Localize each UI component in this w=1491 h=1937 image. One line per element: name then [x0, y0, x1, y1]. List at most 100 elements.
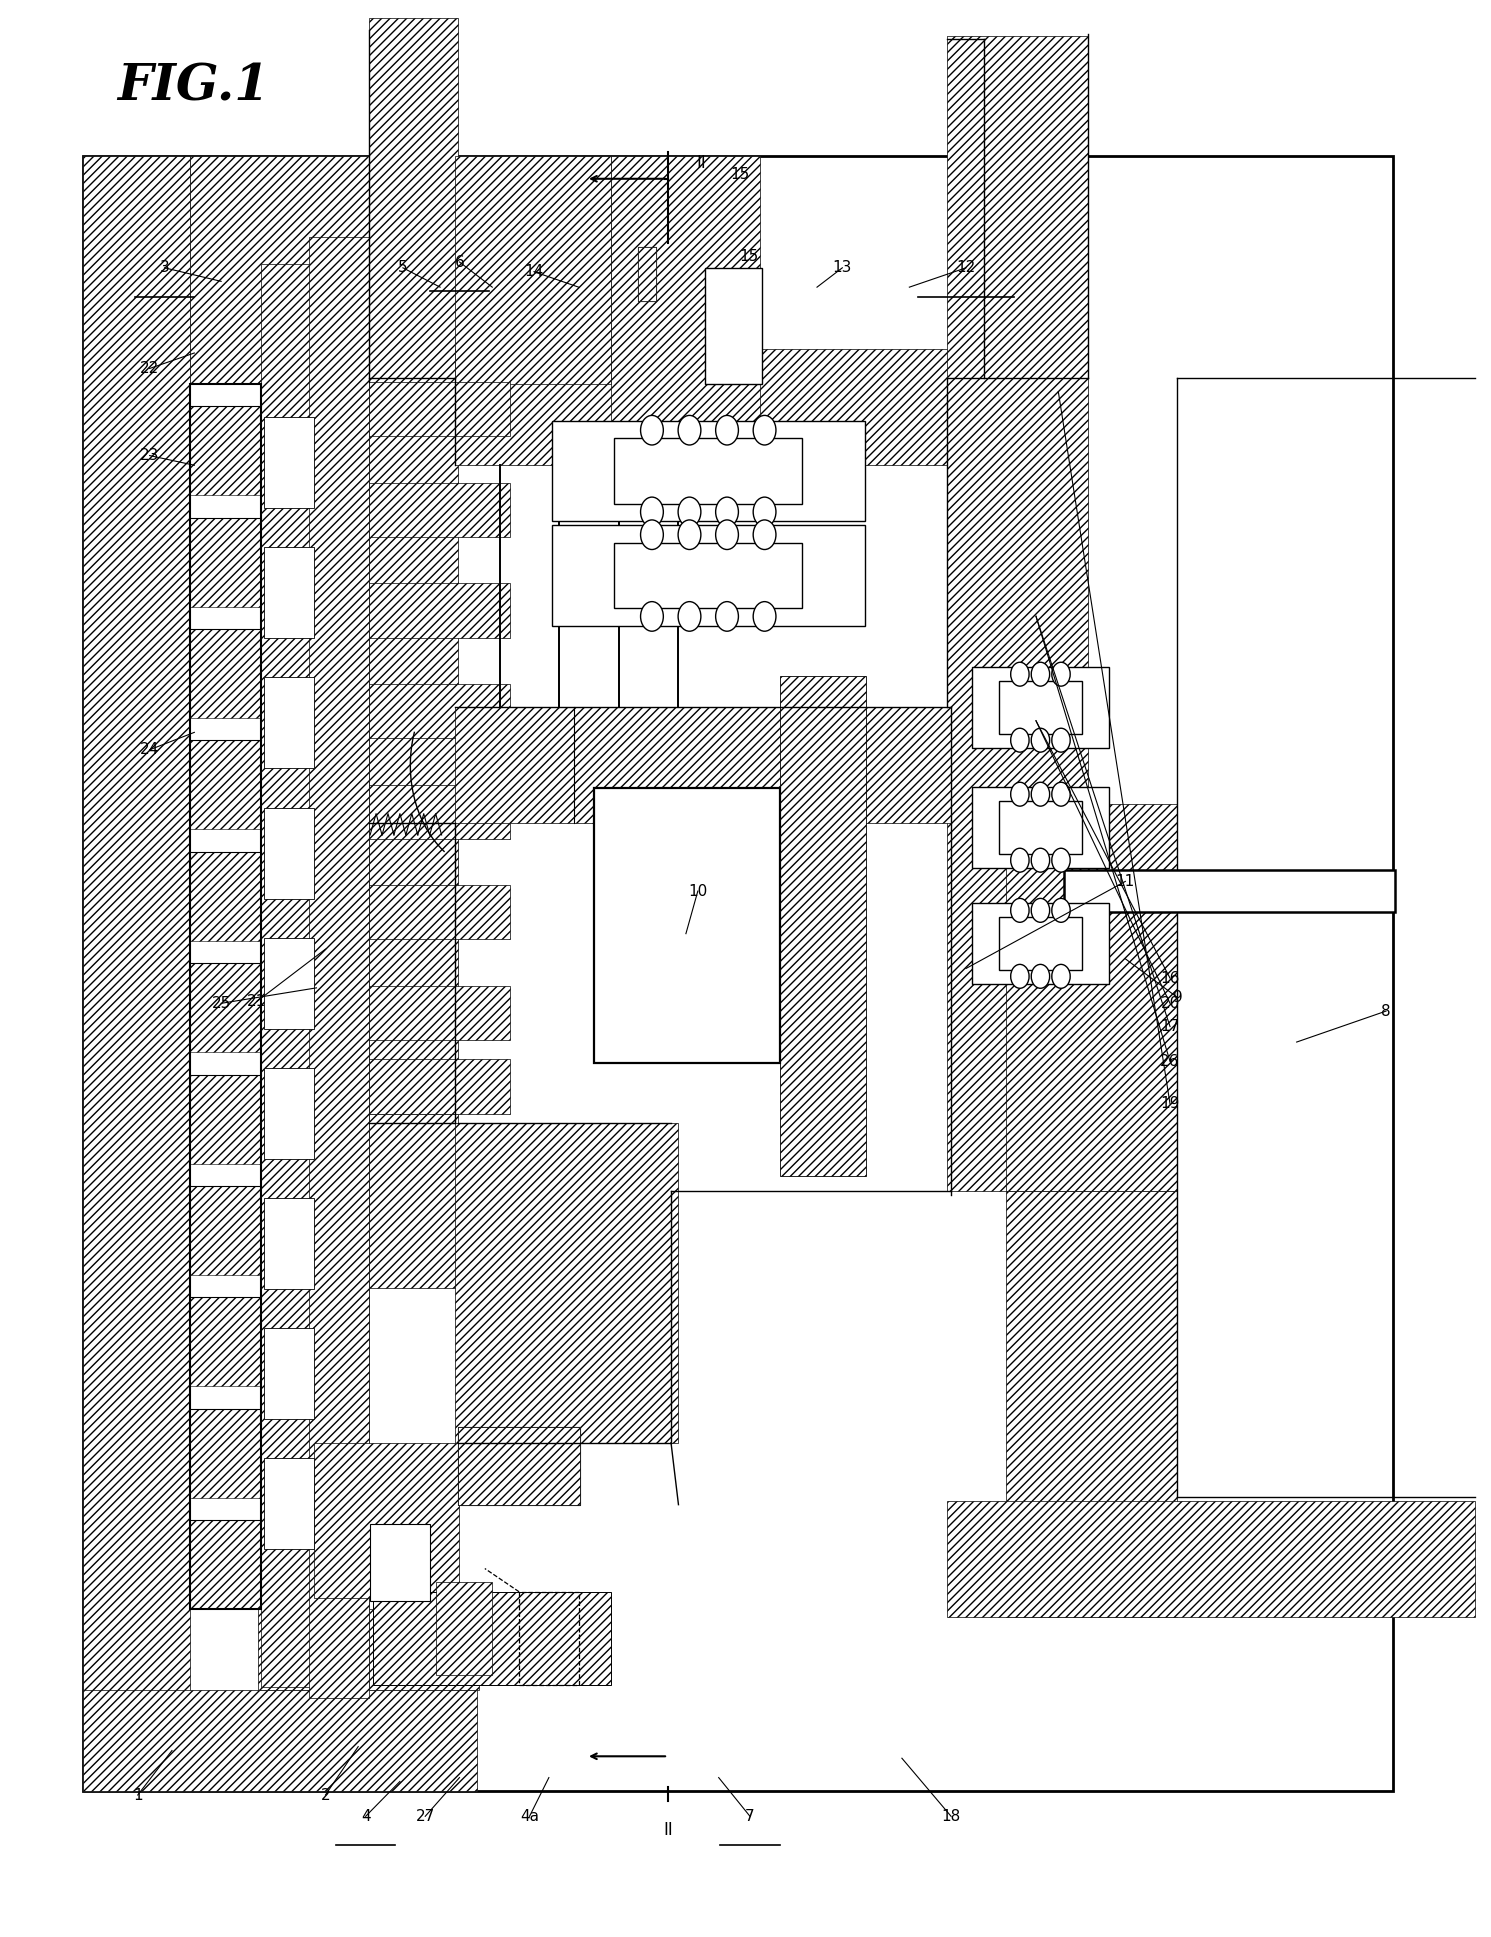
- Text: FIG.1: FIG.1: [116, 62, 268, 112]
- Text: 1: 1: [133, 1788, 143, 1803]
- Text: 22: 22: [140, 360, 160, 376]
- Text: 15: 15: [740, 248, 757, 263]
- Bar: [972, 666, 1109, 748]
- Bar: [368, 382, 510, 436]
- Text: 27: 27: [416, 1809, 435, 1825]
- Bar: [370, 1524, 429, 1602]
- Bar: [614, 542, 802, 608]
- Bar: [611, 155, 760, 465]
- Bar: [458, 1428, 580, 1505]
- Text: 7: 7: [746, 1809, 754, 1825]
- Circle shape: [1051, 965, 1071, 988]
- Circle shape: [1032, 783, 1050, 806]
- Circle shape: [1051, 783, 1071, 806]
- Bar: [972, 786, 1109, 868]
- Circle shape: [1051, 728, 1071, 752]
- Text: 20: 20: [1160, 996, 1179, 1011]
- Circle shape: [1032, 662, 1050, 686]
- Bar: [705, 267, 762, 384]
- Circle shape: [1032, 965, 1050, 988]
- Bar: [455, 1123, 678, 1443]
- Bar: [264, 1459, 313, 1550]
- Circle shape: [716, 415, 738, 446]
- Text: 16: 16: [1160, 970, 1179, 986]
- Bar: [368, 1114, 458, 1288]
- Bar: [638, 246, 656, 300]
- Text: 9: 9: [1172, 990, 1182, 1005]
- Text: 5: 5: [398, 260, 407, 275]
- Bar: [999, 916, 1081, 970]
- Circle shape: [641, 519, 663, 550]
- Circle shape: [1051, 848, 1071, 872]
- Bar: [264, 416, 313, 507]
- Bar: [264, 678, 313, 769]
- Bar: [264, 548, 313, 639]
- Circle shape: [753, 602, 775, 631]
- Text: 13: 13: [832, 260, 851, 275]
- Circle shape: [753, 498, 775, 527]
- Circle shape: [1011, 783, 1029, 806]
- Circle shape: [1032, 899, 1050, 922]
- Circle shape: [1011, 899, 1029, 922]
- Bar: [999, 800, 1081, 854]
- Bar: [455, 707, 951, 823]
- Bar: [258, 1610, 479, 1691]
- Bar: [368, 583, 510, 637]
- Bar: [189, 852, 261, 941]
- Bar: [458, 1428, 580, 1505]
- Circle shape: [641, 602, 663, 631]
- Bar: [82, 155, 189, 1792]
- Bar: [947, 1501, 1476, 1617]
- Circle shape: [1011, 728, 1029, 752]
- Text: II: II: [696, 155, 705, 172]
- Bar: [189, 963, 261, 1052]
- Circle shape: [1011, 848, 1029, 872]
- Bar: [373, 1592, 611, 1685]
- Text: II: II: [663, 1821, 672, 1838]
- Bar: [1006, 1191, 1178, 1617]
- Bar: [189, 407, 261, 496]
- Bar: [552, 420, 865, 521]
- Bar: [82, 155, 1394, 1792]
- Text: 24: 24: [140, 742, 160, 757]
- Bar: [368, 885, 510, 939]
- Circle shape: [716, 602, 738, 631]
- Circle shape: [1032, 848, 1050, 872]
- Bar: [309, 236, 368, 1699]
- Text: 3: 3: [160, 260, 170, 275]
- Bar: [368, 986, 510, 1040]
- Circle shape: [641, 415, 663, 446]
- Circle shape: [678, 602, 701, 631]
- Bar: [638, 246, 656, 300]
- Bar: [368, 482, 510, 537]
- Circle shape: [753, 415, 775, 446]
- Text: 19: 19: [1160, 1096, 1179, 1112]
- Circle shape: [678, 498, 701, 527]
- Bar: [189, 517, 261, 606]
- Bar: [261, 263, 368, 1687]
- Text: 17: 17: [1160, 1019, 1179, 1034]
- Text: 18: 18: [941, 1809, 960, 1825]
- Text: 6: 6: [455, 254, 464, 269]
- Bar: [435, 1583, 492, 1676]
- Text: 4: 4: [361, 1809, 370, 1825]
- Text: 21: 21: [248, 994, 267, 1009]
- Text: 14: 14: [525, 263, 544, 279]
- Circle shape: [1051, 899, 1071, 922]
- Bar: [189, 740, 261, 829]
- Bar: [189, 155, 406, 384]
- Text: 12: 12: [956, 260, 975, 275]
- Bar: [614, 438, 802, 504]
- Bar: [189, 1075, 261, 1164]
- Bar: [368, 684, 510, 738]
- Text: 2: 2: [321, 1788, 330, 1803]
- Bar: [593, 788, 780, 1063]
- Bar: [368, 784, 510, 839]
- Bar: [189, 1521, 261, 1610]
- Bar: [947, 35, 1088, 1191]
- Circle shape: [641, 498, 663, 527]
- Text: 4a: 4a: [520, 1809, 540, 1825]
- Text: 10: 10: [689, 883, 707, 899]
- Bar: [368, 1060, 510, 1114]
- Text: 15: 15: [731, 167, 748, 182]
